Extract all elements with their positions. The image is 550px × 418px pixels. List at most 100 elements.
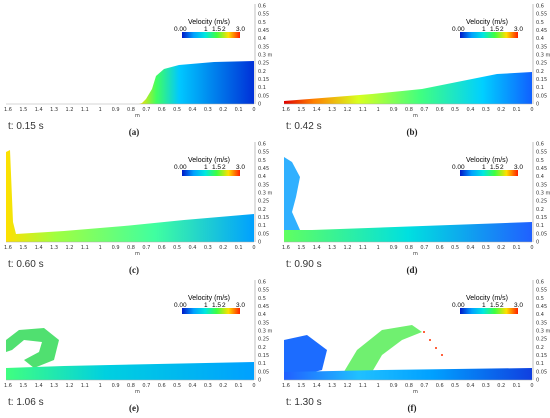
velocity-colorbar: Velocity (m/s)0.00 1 1.5 2 3.0 [452, 157, 523, 176]
velocity-colorbar: Velocity (m/s)0.00 1 1.5 2 3.0 [174, 157, 245, 176]
y-axis: 0.6 0.55 0.5 0.45 0.4 0.35 0.3 m 0.25 0.2 0.15 0.1… [532, 280, 550, 384]
x-tick-label: 1 [99, 383, 102, 389]
colorbar-tick: 3.0 [236, 26, 245, 33]
panel-caption: (c) [129, 265, 139, 275]
y-tick-label: 0.2 [258, 207, 266, 213]
x-tick-label: 0.3 [204, 245, 212, 251]
water-body [6, 150, 254, 242]
x-axis: 1.6 1.5 1.4 1.3 1.2 1.1 1 0.9 0.8 0.7 0.6 0.5 0.4 0.3… [4, 383, 256, 395]
x-tick-label: 0.9 [390, 245, 398, 251]
x-tick-label: 1.2 [344, 107, 352, 113]
y-tick-label: 0.3 m [536, 191, 550, 197]
colorbar-tick: 1 [204, 302, 208, 309]
x-tick-label: 0 [530, 107, 533, 113]
x-tick-label: 1.4 [313, 383, 321, 389]
water-jet [284, 157, 300, 242]
colorbar-gradient [460, 308, 518, 314]
x-axis: 1.6 1.5 1.4 1.3 1.2 1.1 1 0.9 0.8 0.7 0.6 0.5 0.4 0.3… [4, 107, 256, 119]
x-tick-label: 1 [99, 245, 102, 251]
x-tick-label: 0.7 [142, 245, 150, 251]
colorbar-title: Velocity (m/s) [188, 19, 230, 26]
y-tick-label: 0.35 [536, 320, 547, 326]
y-tick-label: 0.5 [536, 158, 544, 164]
x-tick-label: 0.6 [436, 383, 444, 389]
y-tick-label: 0.15 [258, 215, 269, 221]
x-tick-label: 0.2 [497, 245, 505, 251]
y-tick-label: 0.4 [536, 174, 544, 180]
y-tick-label: 0.1 [258, 85, 266, 91]
colorbar-tick: 0.00 [452, 302, 465, 309]
y-tick-label: 0.4 [258, 174, 266, 180]
x-tick-label: 0.6 [158, 107, 166, 113]
panel-f: Velocity (m/s) 0.00 1 1.5 2 3.0 1.6 1.5 1.4 1.3 1.… [282, 280, 550, 418]
colorbar-title: Velocity (m/s) [188, 157, 230, 164]
x-tick-label: 1.2 [344, 383, 352, 389]
y-tick-label: 0 [536, 240, 539, 246]
x-tick-label: 0.9 [390, 107, 398, 113]
colorbar-tick: 0.00 [174, 302, 187, 309]
x-tick-label: 0 [252, 245, 255, 251]
x-tick-label: 0.1 [513, 383, 521, 389]
y-tick-label: 0.2 [258, 69, 266, 75]
x-tick-label: 0 [252, 107, 255, 113]
y-tick-label: 0.5 [536, 296, 544, 302]
colorbar-tick: 2 [500, 302, 504, 309]
y-tick-label: 0.3 m [258, 329, 273, 335]
time-label: t: 0.60 s [8, 259, 44, 270]
colorbar-tick: 1 [204, 164, 208, 171]
y-axis: 0.6 0.55 0.5 0.45 0.4 0.35 0.3 m 0.25 0.2 0.15 0.1… [254, 142, 273, 246]
y-tick-label: 0.2 [258, 345, 266, 351]
y-tick-label: 0.55 [258, 12, 269, 18]
y-tick-label: 0.5 [258, 158, 266, 164]
water-blob [284, 335, 327, 375]
x-tick-label: 1.6 [282, 245, 290, 251]
x-tick-label: 1.5 [19, 383, 27, 389]
colorbar-gradient [182, 170, 240, 176]
y-tick-label: 0.1 [258, 223, 266, 229]
x-tick-label: 0.9 [112, 245, 120, 251]
colorbar-title: Velocity (m/s) [466, 295, 508, 302]
x-tick-label: 1.5 [19, 107, 27, 113]
x-axis: 1.6 1.5 1.4 1.3 1.2 1.1 1 0.9 0.8 0.7 0.6 0.5 0.4 0.3… [4, 245, 256, 257]
y-tick-label: 0.05 [258, 93, 269, 99]
colorbar-gradient [460, 32, 518, 38]
x-tick-label: 0.1 [513, 107, 521, 113]
x-tick-label: 0.7 [142, 383, 150, 389]
colorbar-tick: 2 [222, 164, 226, 171]
y-tick-label: 0.35 [258, 182, 269, 188]
colorbar-gradient [182, 32, 240, 38]
y-tick-label: 0.25 [258, 61, 269, 67]
x-unit-label: m [135, 389, 140, 395]
y-tick-label: 0.4 [536, 36, 544, 42]
x-tick-label: 1.6 [282, 383, 290, 389]
x-tick-label: 1.3 [50, 383, 58, 389]
x-tick-label: 0.4 [189, 107, 197, 113]
x-tick-label: 0.5 [451, 107, 459, 113]
y-tick-label: 0.5 [536, 20, 544, 26]
y-tick-label: 0.6 [536, 142, 544, 148]
x-tick-label: 0.4 [467, 245, 475, 251]
y-tick-label: 0.4 [258, 312, 266, 318]
colorbar-tick: 3.0 [514, 26, 523, 33]
x-tick-label: 0.4 [467, 107, 475, 113]
x-unit-label: m [135, 113, 140, 119]
x-tick-label: 1 [99, 107, 102, 113]
y-tick-label: 0.55 [536, 288, 547, 294]
y-axis: 0.6 0.55 0.5 0.45 0.4 0.35 0.3 m 0.25 0.2 0.15 0.1… [532, 4, 550, 108]
colorbar-tick: 1 [482, 26, 486, 33]
y-axis: 0.6 0.55 0.5 0.45 0.4 0.35 0.3 m 0.25 0.2 0.15 0.1… [254, 280, 273, 384]
x-tick-label: 0.2 [497, 107, 505, 113]
colorbar-tick: 0.00 [452, 26, 465, 33]
y-tick-label: 0.2 [536, 207, 544, 213]
x-tick-label: 0.8 [127, 245, 135, 251]
water-loop [6, 328, 59, 368]
velocity-colorbar: Velocity (m/s)0.00 1 1.5 2 3.0 [174, 295, 245, 314]
y-tick-label: 0.35 [536, 44, 547, 50]
y-tick-label: 0.15 [536, 77, 547, 83]
x-axis: 1.6 1.5 1.4 1.3 1.2 1.1 1 0.9 0.8 0.7 0.6 0.5 0.4 0.3… [282, 383, 534, 395]
colorbar-tick: 3.0 [236, 302, 245, 309]
y-tick-label: 0 [258, 102, 261, 108]
x-tick-label: 1.3 [50, 245, 58, 251]
x-tick-label: 0.4 [189, 245, 197, 251]
y-tick-label: 0.6 [258, 142, 266, 148]
